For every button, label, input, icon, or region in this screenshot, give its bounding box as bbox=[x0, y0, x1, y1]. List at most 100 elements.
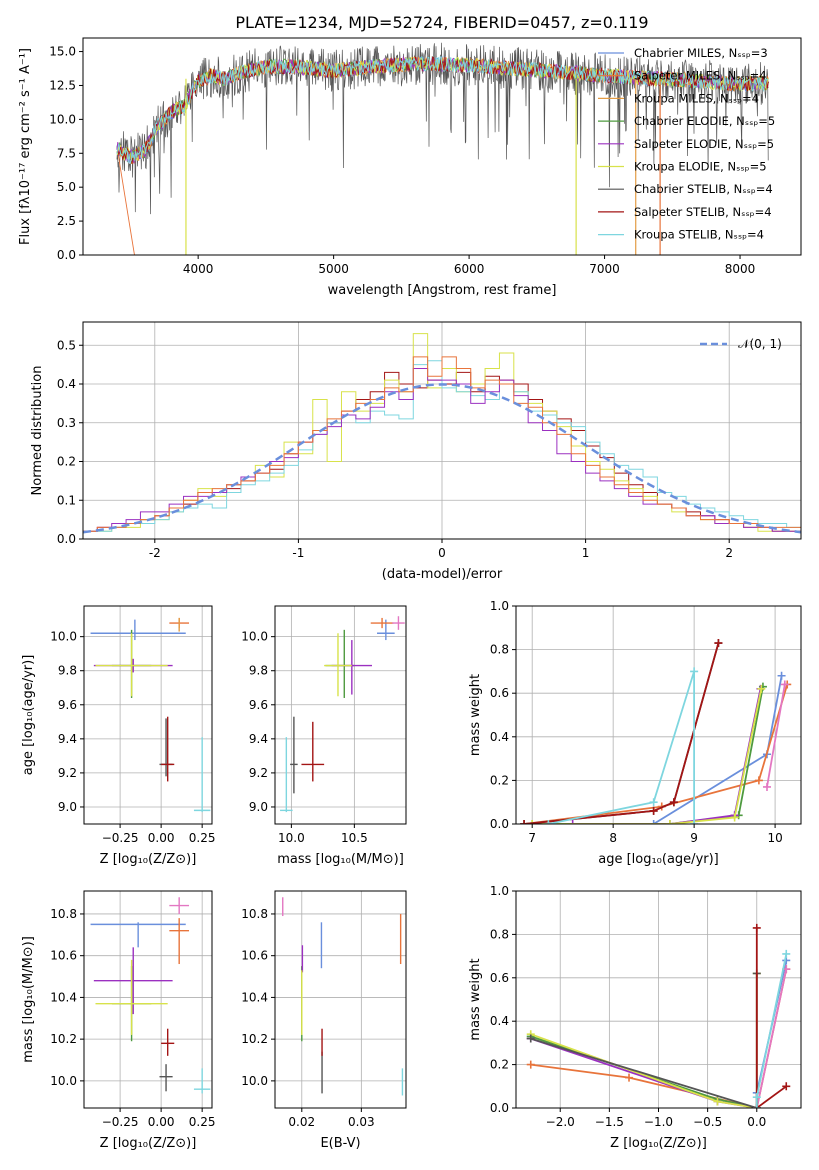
gaussian-curve bbox=[83, 383, 801, 534]
axes-frame bbox=[82, 37, 802, 256]
mass-weight-line bbox=[530, 973, 758, 1108]
y-tick-label: 9.4 bbox=[249, 732, 268, 746]
x-tick-label: 10 bbox=[767, 831, 782, 845]
legend-entry: Kroupa MILES, Nₛₛₚ=4 bbox=[634, 91, 759, 105]
x-tick-label: −1.0 bbox=[644, 1115, 673, 1129]
x-tick-label: −1.5 bbox=[595, 1115, 624, 1129]
mass-weight-marker bbox=[752, 1093, 761, 1102]
y-tick-label: 0.5 bbox=[57, 338, 76, 352]
y-tick-label: 9.0 bbox=[249, 800, 268, 814]
mass-weight-marker bbox=[762, 782, 771, 791]
x-tick-label: −0.25 bbox=[102, 831, 139, 845]
y-tick-label: 5.0 bbox=[57, 180, 76, 194]
mass-weight-marker bbox=[754, 776, 763, 785]
mass-weight-marker bbox=[649, 798, 658, 807]
plot-area-mass-vs-Z bbox=[90, 897, 211, 1094]
legend-entry: 𝒩(0, 1) bbox=[738, 337, 782, 351]
mass-weight-marker bbox=[752, 1104, 761, 1108]
y-tick-label: 0.4 bbox=[490, 1014, 509, 1028]
x-tick-label: 10.0 bbox=[278, 831, 305, 845]
y-tick-label: 10.0 bbox=[49, 112, 76, 126]
y-tick-label: 1.0 bbox=[490, 599, 509, 613]
mass-weight-line bbox=[524, 642, 720, 824]
x-tick-label: −0.5 bbox=[693, 1115, 722, 1129]
mass-weight-line bbox=[755, 968, 788, 1108]
x-tick-label: −2.0 bbox=[546, 1115, 575, 1129]
x-tick-label: -2 bbox=[149, 546, 161, 560]
axes-frame bbox=[274, 605, 407, 825]
panel-mass-weight-vs-Z: −2.0 −1.5 −1.0 −0.5 0.0 0.0 0.2 0.4 0.6 0.8 1.0 Z [… bbox=[468, 884, 802, 1151]
x-axis-label: age [log₁₀(age/yr)] bbox=[598, 852, 719, 867]
y-axis-label: mass weight bbox=[468, 674, 483, 756]
y-tick-label: 9.6 bbox=[58, 698, 77, 712]
y-tick-label: 0.2 bbox=[490, 773, 509, 787]
x-tick-label: 1 bbox=[582, 546, 590, 560]
y-tick-label: 0.6 bbox=[490, 686, 509, 700]
y-tick-label: 9.2 bbox=[249, 766, 268, 780]
mass-weight-line bbox=[524, 642, 720, 824]
x-tick-label: 0.02 bbox=[288, 1115, 315, 1129]
y-tick-label: 10.0 bbox=[241, 630, 268, 644]
mass-weight-marker bbox=[780, 680, 789, 689]
mass-weight-marker bbox=[526, 1060, 535, 1069]
axes-frame bbox=[274, 890, 407, 1109]
mass-weight-marker bbox=[665, 820, 674, 824]
x-tick-label: -1 bbox=[292, 546, 304, 560]
x-tick-label: 8 bbox=[609, 831, 617, 845]
y-axis-label: age [log₁₀(age/yr)] bbox=[21, 655, 36, 776]
y-tick-label: 0.4 bbox=[57, 377, 76, 391]
x-tick-label: 0.25 bbox=[189, 831, 216, 845]
panel-residuals: -2 -1 0 1 2 0.0 0.1 0.2 0.3 0.4 0.5 (data-model)/er… bbox=[30, 321, 802, 582]
y-tick-label: 0.8 bbox=[490, 643, 509, 657]
y-tick-label: 10.0 bbox=[241, 1074, 268, 1088]
plot-area-spectrum bbox=[116, 42, 769, 255]
axes-frame bbox=[515, 605, 802, 825]
mass-weight-marker bbox=[690, 667, 699, 676]
mass-weight-marker bbox=[757, 684, 766, 693]
y-tick-label: 10.2 bbox=[50, 1032, 77, 1046]
figure-title: PLATE=1234, MJD=52724, FIBERID=0457, z=0… bbox=[235, 13, 648, 32]
mass-weight-line bbox=[766, 684, 786, 788]
plot-area-mass-vs-ebv bbox=[282, 897, 404, 1096]
mass-weight-line bbox=[530, 973, 758, 1108]
x-axis-label: Z [log₁₀(Z/Z⊙)] bbox=[100, 852, 197, 867]
y-tick-label: 2.5 bbox=[57, 214, 76, 228]
mass-weight-line bbox=[572, 688, 762, 824]
mass-weight-marker bbox=[528, 820, 537, 824]
y-tick-label: 10.0 bbox=[50, 1074, 77, 1088]
plot-area-mass-weight-vs-Z bbox=[526, 923, 791, 1108]
x-axis-label: Z [log₁₀(Z/Z⊙)] bbox=[610, 1136, 707, 1151]
x-tick-label: 6000 bbox=[454, 262, 485, 276]
y-tick-label: 10.6 bbox=[241, 949, 268, 963]
mass-weight-marker bbox=[730, 813, 739, 822]
mass-weight-marker bbox=[649, 820, 658, 824]
panel-mass-weight-vs-age: 7 8 9 10 0.0 0.2 0.4 0.6 0.8 1.0 age [log₁₀(age/yr… bbox=[468, 599, 802, 867]
y-tick-label: 12.5 bbox=[49, 78, 76, 92]
axes-frame bbox=[83, 890, 213, 1109]
x-tick-label: 9 bbox=[690, 831, 698, 845]
y-tick-label: 9.8 bbox=[249, 664, 268, 678]
y-axis-label: mass [log₁₀(M/M⊙)] bbox=[21, 936, 36, 1063]
x-tick-label: 10.5 bbox=[341, 831, 368, 845]
panel-age-vs-Z: −0.25 0.00 0.25 9.0 9.2 9.4 9.6 9.8 10.0 Z [log₁₀… bbox=[21, 605, 216, 867]
y-tick-label: 0.3 bbox=[57, 416, 76, 430]
x-tick-label: 7000 bbox=[589, 262, 620, 276]
mass-weight-marker bbox=[713, 1097, 722, 1106]
x-axis-label: Z [log₁₀(Z/Z⊙)] bbox=[100, 1136, 197, 1151]
mass-weight-marker bbox=[714, 639, 723, 648]
legend-entry: Chabrier MILES, Nₛₛₚ=3 bbox=[634, 46, 768, 60]
x-tick-label: 0.00 bbox=[148, 831, 175, 845]
x-tick-label: 0.03 bbox=[348, 1115, 375, 1129]
mass-weight-marker bbox=[752, 923, 761, 932]
y-tick-label: 9.8 bbox=[58, 664, 77, 678]
plot-area-age-vs-Z bbox=[90, 617, 211, 813]
legend-entry: Salpeter ELODIE, Nₛₛₚ=5 bbox=[634, 137, 774, 151]
x-tick-label: 0 bbox=[438, 546, 446, 560]
y-axis-label: Flux [fλ10⁻¹⁷ erg cm⁻² s⁻¹ A⁻¹] bbox=[18, 48, 33, 245]
y-tick-label: 0.2 bbox=[57, 455, 76, 469]
mass-weight-line bbox=[548, 671, 695, 824]
y-tick-label: 7.5 bbox=[57, 146, 76, 160]
mass-weight-marker bbox=[690, 820, 699, 824]
mass-weight-marker bbox=[526, 1034, 535, 1043]
